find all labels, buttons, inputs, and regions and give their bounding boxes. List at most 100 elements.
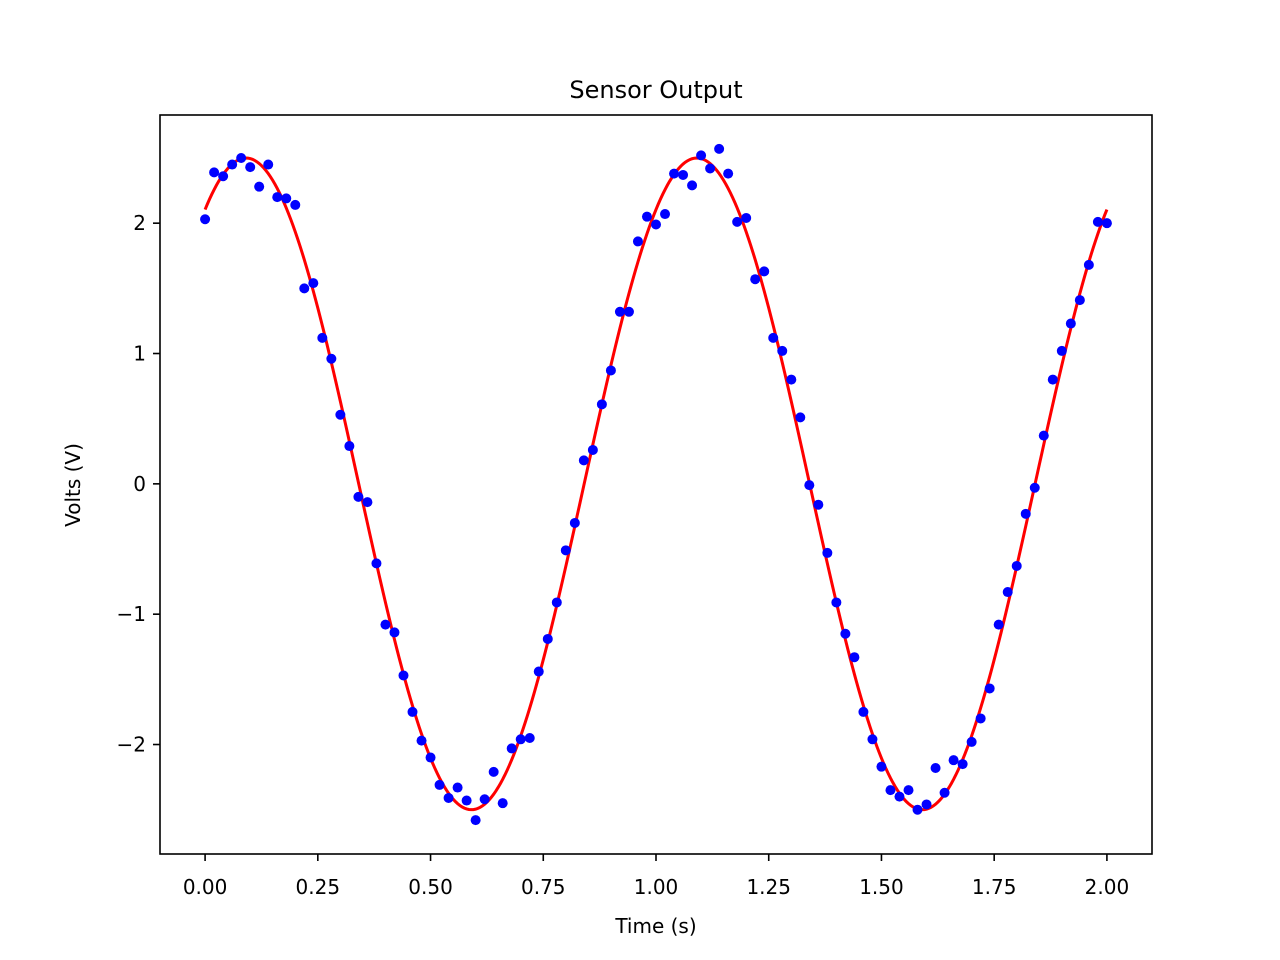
data-point: [849, 652, 860, 663]
data-point: [326, 353, 337, 364]
data-point: [1065, 318, 1076, 329]
data-point: [1020, 508, 1031, 519]
data-point: [696, 150, 707, 161]
data-point: [236, 153, 247, 164]
data-point: [1101, 218, 1112, 229]
x-tick-label: 0.25: [296, 875, 341, 899]
data-point: [560, 545, 571, 556]
data-point: [533, 666, 544, 677]
data-point: [732, 216, 743, 227]
data-point: [524, 733, 535, 743]
data-point: [569, 517, 580, 528]
data-point: [605, 365, 616, 376]
data-point: [488, 766, 499, 777]
x-tick-label: 0.75: [521, 875, 566, 899]
data-point: [596, 399, 607, 410]
data-point: [705, 163, 716, 174]
y-tick-label: −2: [117, 733, 146, 757]
y-tick-label: 0: [133, 472, 146, 496]
data-point: [795, 412, 806, 423]
data-point: [614, 306, 625, 317]
data-point: [434, 779, 445, 790]
data-point: [651, 219, 661, 230]
y-tick-label: 2: [133, 211, 146, 235]
x-tick-label: 1.25: [746, 875, 791, 899]
data-point: [759, 266, 770, 277]
data-point: [1029, 482, 1040, 493]
data-point: [975, 713, 986, 724]
data-point: [254, 181, 265, 192]
data-point: [443, 792, 454, 803]
fit-curve: [203, 156, 1109, 812]
data-point: [660, 209, 671, 220]
y-tick-label: 1: [133, 342, 146, 366]
data-point: [407, 706, 418, 717]
data-point: [993, 619, 1004, 630]
data-point: [623, 306, 634, 317]
data-point: [227, 159, 238, 170]
data-point: [930, 762, 941, 773]
data-point: [362, 497, 373, 508]
data-point: [308, 278, 319, 289]
data-point: [723, 168, 734, 179]
data-point: [398, 670, 409, 681]
data-point: [335, 409, 346, 420]
data-point: [966, 736, 977, 747]
data-point: [380, 619, 391, 630]
data-point: [840, 628, 851, 639]
data-point: [1002, 587, 1013, 598]
data-point: [200, 214, 211, 225]
chart-title: Sensor Output: [569, 76, 742, 104]
x-tick-label: 1.00: [634, 875, 679, 899]
data-point: [470, 815, 481, 826]
data-point: [1047, 374, 1058, 385]
data-point: [218, 171, 229, 182]
data-point: [858, 706, 869, 717]
data-point: [290, 199, 301, 210]
data-point: [750, 274, 761, 285]
data-point: [777, 345, 788, 356]
x-tick-label: 2.00: [1085, 875, 1130, 899]
data-point: [921, 799, 932, 810]
data-point: [948, 755, 959, 766]
data-point: [678, 169, 689, 180]
data-point: [461, 795, 472, 806]
data-point: [867, 734, 878, 745]
x-tick-label: 1.50: [859, 875, 904, 899]
y-axis-title: Volts (V): [61, 443, 85, 527]
x-axis: 0.00 0.25 0.50 0.75 1.00 1.25 1.50 1.75 2.00: [183, 854, 1129, 899]
data-point: [542, 633, 553, 644]
data-point: [669, 168, 680, 179]
data-point: [578, 455, 589, 466]
data-point: [822, 547, 833, 558]
data-point: [876, 761, 887, 772]
data-point: [344, 441, 355, 452]
data-point: [272, 192, 283, 203]
x-tick-label: 0.50: [408, 875, 453, 899]
y-tick-label: −1: [117, 602, 146, 626]
data-point: [1011, 560, 1022, 571]
data-point: [894, 791, 905, 802]
plot-area: [200, 143, 1112, 826]
data-point: [452, 782, 463, 793]
data-point: [263, 159, 274, 170]
data-point: [984, 683, 995, 694]
data-point: [1056, 345, 1067, 356]
data-point: [515, 734, 526, 745]
data-point: [389, 627, 400, 638]
data-point: [1038, 430, 1049, 441]
data-point: [632, 236, 643, 247]
data-point: [741, 212, 752, 223]
data-point: [939, 787, 950, 798]
data-point: [903, 785, 914, 796]
data-point: [551, 597, 562, 608]
data-point: [317, 332, 328, 343]
x-tick-label: 0.00: [183, 875, 228, 899]
data-point: [804, 480, 815, 491]
data-point: [299, 283, 310, 294]
data-point: [786, 374, 797, 385]
data-point: [416, 735, 427, 746]
data-point: [371, 558, 382, 569]
